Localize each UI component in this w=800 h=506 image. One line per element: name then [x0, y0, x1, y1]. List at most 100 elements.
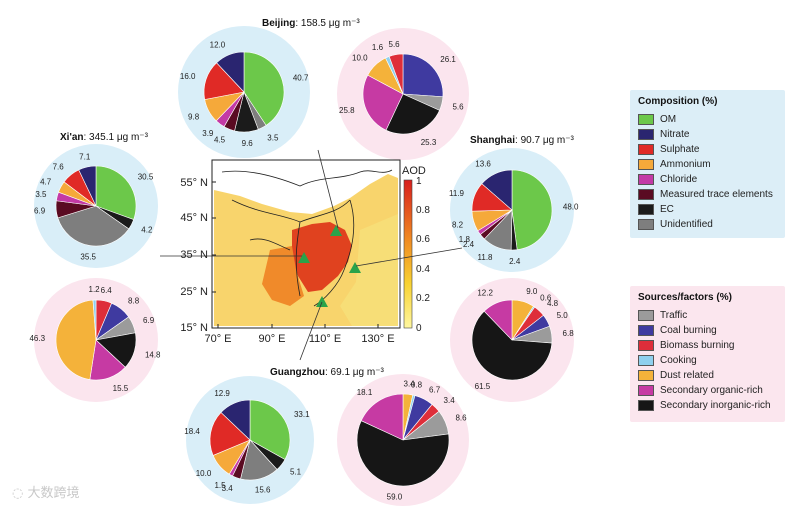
legend-item-ec: EC [638, 202, 777, 217]
pie-slice-nitrate [481, 169, 513, 211]
legend-swatch [638, 219, 654, 230]
legend-label: OM [660, 114, 677, 125]
pie-value-label: 11.8 [478, 253, 494, 262]
legend-item-secondary-organic-rich: Secondary organic-rich [638, 383, 777, 398]
map-ticks [212, 181, 379, 329]
lat-label: 55° N [180, 177, 208, 189]
legend-label: Sulphate [660, 144, 700, 155]
legend-item-unidentified: Unidentified [638, 217, 777, 232]
legend-swatch [638, 310, 654, 321]
pie-value-label: 12.2 [477, 289, 493, 298]
pie-value-label: 1.8 [459, 235, 471, 244]
legend-label: Coal burning [660, 325, 717, 336]
pie-value-label: 6.9 [34, 206, 46, 215]
beijing-composition-pie: 40.7 3.5 9.6 4.53.99.8 16.0 12.0 [180, 41, 309, 148]
colorbar-tick: 0.6 [416, 234, 430, 245]
pie-slice-om [511, 169, 553, 251]
lon-label: 130° E [361, 333, 394, 345]
pie-value-label: 9.6 [242, 139, 254, 148]
legend-item-chloride: Chloride [638, 172, 777, 187]
guangzhou-name: Guangzhou [270, 367, 325, 378]
connector-lines [160, 149, 463, 361]
pie-slice-sulphate [209, 412, 251, 456]
pie-slice-cooking [92, 299, 97, 341]
legend-item-coal-burning: Coal burning [638, 323, 777, 338]
legend-label: Nitrate [660, 129, 690, 140]
guangzhou-title: Guangzhou: 69.1 μg m⁻³ [270, 367, 385, 378]
shanghai-marker [349, 262, 361, 273]
legend-label: Cooking [660, 355, 697, 366]
legend-swatch [638, 400, 654, 411]
watermark: ◌ 大数跨境 [12, 482, 80, 501]
pie-slice-secondary-inorganic-rich [356, 420, 450, 487]
legend-label: Dust related [660, 370, 714, 381]
legend-item-ammonium: Ammonium [638, 157, 777, 172]
legend-item-measured-trace-elements: Measured trace elements [638, 187, 777, 202]
pie-slice-nitrate [78, 165, 97, 207]
pie-slice-biomass-burning [388, 53, 404, 95]
pie-value-label: 35.5 [80, 252, 96, 261]
pie-value-label: 10.0 [196, 469, 212, 478]
colorbar-tick: 0.4 [416, 264, 430, 275]
xian-pm: : 345.1 μg m⁻³ [84, 132, 149, 143]
legend-item-traffic: Traffic [638, 308, 777, 323]
pie-value-label: 4.7 [40, 178, 52, 187]
pie-value-label: 25.8 [339, 106, 355, 115]
legend-item-sulphate: Sulphate [638, 142, 777, 157]
pie-value-label: 5.6 [389, 40, 401, 49]
legend-swatch [638, 355, 654, 366]
pie-value-label: 9.8 [188, 112, 200, 121]
colorbar-ramp [403, 179, 413, 329]
pie-slice-nitrate [216, 51, 245, 93]
pie-value-label: 3.9 [202, 129, 214, 138]
aod-map: 55° N 45° N 35° N 25° N 15° N 70° E 90° … [180, 159, 401, 345]
composition-legend-title: Composition (%) [638, 96, 718, 107]
composition-legend-items: OM Nitrate Sulphate Ammonium Chloride Measure… [638, 112, 777, 232]
beijing-marker [330, 225, 342, 236]
beijing-pm: : 158.5 μg m⁻³ [295, 18, 360, 29]
pie-value-label: 3.4 [404, 379, 416, 388]
legend-label: Chloride [660, 174, 698, 185]
pie-value-label: 2.4 [509, 257, 521, 266]
pie-value-label: 5.6 [452, 102, 464, 111]
pie-value-label: 14.8 [145, 350, 161, 359]
legend-swatch [638, 385, 654, 396]
lon-label: 110° E [309, 333, 341, 345]
pie-value-label: 15.5 [113, 384, 129, 393]
pie-value-label: 15.6 [255, 485, 271, 494]
shanghai-pm: : 90.7 μg m⁻³ [515, 135, 575, 146]
pie-slice-secondary-inorganic-rich [471, 310, 553, 381]
guangzhou-sources-pie: 3.40.86.73.48.659.018.1 [357, 379, 467, 501]
pie-value-label: 12.0 [210, 41, 226, 50]
legend-label: Biomass burning [660, 340, 735, 351]
aod-colorbar: AOD 1 0.8 0.6 0.4 0.2 0 [402, 165, 430, 334]
shanghai-sources-pie: 9.00.64.8 5.0 6.8 61.5 12.2 [471, 287, 574, 391]
map-borders [221, 169, 393, 307]
pie-value-label: 25.3 [421, 138, 437, 147]
pie-slice-secondary-organic-rich [360, 393, 404, 441]
legend-swatch [638, 144, 654, 155]
pie-value-label: 10.0 [352, 53, 368, 62]
pie-value-label: 1.2 [89, 285, 101, 294]
pie-value-label: 6.4 [101, 286, 113, 295]
legend-item-om: OM [638, 112, 777, 127]
watermark-logo-icon: ◌ [12, 486, 28, 501]
pie-value-label: 0.8 [411, 381, 423, 390]
pie-slice-unidentified [57, 205, 130, 247]
pie-slice-om [95, 165, 137, 220]
shanghai-name: Shanghai [470, 135, 515, 146]
pie-value-label: 6.7 [429, 385, 441, 394]
pie-value-label: 8.8 [128, 296, 140, 305]
pie-value-label: 4.5 [214, 135, 226, 144]
beijing-sources-pie: 26.1 5.6 25.3 25.8 10.0 1.6 5.6 [339, 40, 464, 147]
beijing-connector [317, 149, 339, 229]
map-aod-high [292, 222, 352, 292]
beijing-name: Beijing [262, 18, 295, 29]
legend-item-dust-related: Dust related [638, 368, 777, 383]
pie-value-label: 0.6 [540, 293, 552, 302]
pie-value-label: 18.1 [357, 388, 373, 397]
watermark-text: 大数跨境 [27, 486, 80, 501]
pie-value-label: 3.5 [267, 133, 279, 142]
pie-value-label: 13.6 [475, 160, 491, 169]
